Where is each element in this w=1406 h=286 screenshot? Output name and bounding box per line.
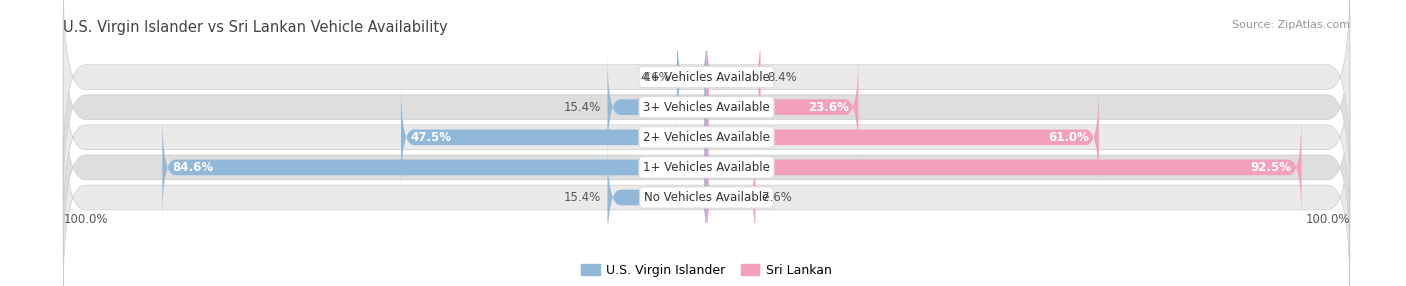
Text: No Vehicles Available: No Vehicles Available	[644, 191, 769, 204]
Text: 7.6%: 7.6%	[762, 191, 792, 204]
Text: 15.4%: 15.4%	[564, 101, 600, 114]
Text: 100.0%: 100.0%	[63, 213, 108, 226]
Text: 4.6%: 4.6%	[641, 71, 671, 84]
Text: Source: ZipAtlas.com: Source: ZipAtlas.com	[1232, 20, 1350, 30]
FancyBboxPatch shape	[707, 115, 1302, 220]
FancyBboxPatch shape	[63, 104, 1350, 286]
Text: 2+ Vehicles Available: 2+ Vehicles Available	[643, 131, 770, 144]
Text: U.S. Virgin Islander vs Sri Lankan Vehicle Availability: U.S. Virgin Islander vs Sri Lankan Vehic…	[63, 20, 449, 35]
Text: 8.4%: 8.4%	[768, 71, 797, 84]
FancyBboxPatch shape	[676, 25, 707, 130]
Text: 100.0%: 100.0%	[1305, 213, 1350, 226]
Text: 1+ Vehicles Available: 1+ Vehicles Available	[643, 161, 770, 174]
FancyBboxPatch shape	[401, 85, 707, 190]
FancyBboxPatch shape	[707, 25, 761, 130]
FancyBboxPatch shape	[707, 145, 755, 250]
FancyBboxPatch shape	[707, 85, 1099, 190]
FancyBboxPatch shape	[707, 55, 858, 160]
Legend: U.S. Virgin Islander, Sri Lankan: U.S. Virgin Islander, Sri Lankan	[576, 259, 837, 282]
Text: 84.6%: 84.6%	[172, 161, 214, 174]
Text: 61.0%: 61.0%	[1049, 131, 1090, 144]
FancyBboxPatch shape	[63, 0, 1350, 170]
Text: 15.4%: 15.4%	[564, 191, 600, 204]
FancyBboxPatch shape	[607, 55, 707, 160]
FancyBboxPatch shape	[63, 74, 1350, 261]
Text: 3+ Vehicles Available: 3+ Vehicles Available	[643, 101, 770, 114]
FancyBboxPatch shape	[63, 14, 1350, 200]
Text: 47.5%: 47.5%	[411, 131, 451, 144]
FancyBboxPatch shape	[607, 145, 707, 250]
Text: 92.5%: 92.5%	[1251, 161, 1292, 174]
FancyBboxPatch shape	[162, 115, 707, 220]
Text: 4+ Vehicles Available: 4+ Vehicles Available	[643, 71, 770, 84]
Text: 23.6%: 23.6%	[808, 101, 849, 114]
FancyBboxPatch shape	[63, 44, 1350, 230]
